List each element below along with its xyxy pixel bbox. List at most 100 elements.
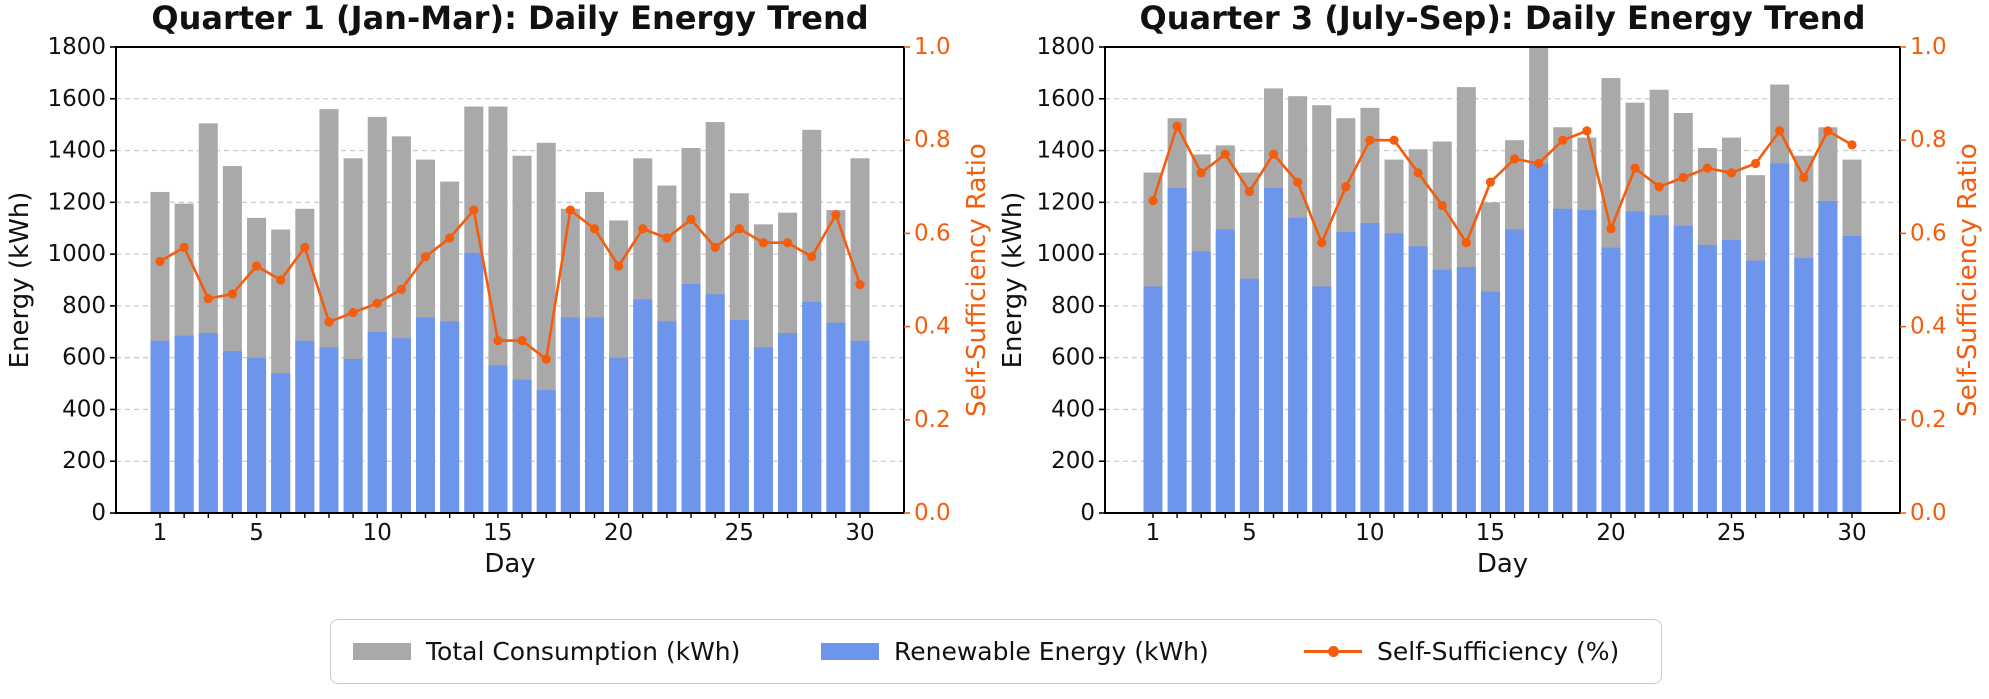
ratio-point [1461, 238, 1471, 248]
y-tick-label: 1000 [1036, 241, 1095, 267]
ratio-point [734, 224, 744, 234]
renewable-bar [850, 340, 870, 513]
total-bar [247, 217, 267, 513]
renewable-bar [705, 294, 725, 513]
ratio-point [372, 298, 382, 308]
renewable-bar [271, 373, 291, 513]
ratio-point [179, 242, 189, 252]
total-bar [1553, 127, 1573, 513]
q2-title: Quarter 3 (July-Sep): Daily Energy Trend [1139, 0, 1866, 37]
x-tick-label: 15 [1476, 520, 1505, 546]
renewable-bar [1288, 217, 1308, 513]
ratio-point [589, 224, 600, 234]
renewable-bar [1239, 278, 1259, 513]
total-bar [1480, 202, 1500, 514]
ratio-point [445, 233, 455, 243]
x-tick-label: 15 [483, 520, 512, 546]
legend-item-self-sufficiency: Self-Sufficiency (%) [1304, 620, 1619, 682]
ratio-point [1606, 224, 1616, 234]
ratio-point [1220, 149, 1230, 159]
renewable-bar [633, 299, 653, 513]
plot-border [1104, 46, 1901, 514]
total-bar [1432, 141, 1452, 513]
ratio-point [782, 238, 793, 248]
ratio-tick-label: 0.0 [914, 500, 951, 526]
renewable-bar [1312, 286, 1332, 513]
renewable-bar [222, 351, 242, 513]
y-tick-label: 1200 [1036, 189, 1095, 215]
ratio-tick-label: 0.2 [914, 407, 951, 433]
ratio-point [1726, 168, 1737, 178]
ratio-point [541, 354, 551, 364]
x-tick-label: 10 [1355, 520, 1384, 546]
renewable-bar [1794, 257, 1814, 513]
renewable-bar [1625, 211, 1645, 513]
renewable-bar [1553, 208, 1573, 514]
ratio-tick-label: 1.0 [914, 34, 951, 60]
total-bar [729, 193, 749, 513]
total-bar [416, 159, 436, 513]
renewable-bar [1697, 245, 1717, 514]
total-bar [1794, 155, 1814, 513]
total-bar [1770, 84, 1790, 514]
ratio-point [1293, 177, 1303, 187]
renewable-bar [1264, 188, 1284, 513]
total-bar [1577, 137, 1597, 513]
ratio-point [614, 261, 624, 271]
y-tick-label: 200 [62, 448, 106, 474]
q1-x-axis-label: Day [484, 549, 536, 579]
renewable-bar [609, 357, 629, 513]
renewable-bar [1649, 215, 1669, 513]
renewable-bar [367, 331, 387, 513]
q1-title: Quarter 1 (Jan-Mar): Daily Energy Trend [151, 0, 869, 37]
total-bar [1625, 102, 1645, 514]
ratio-tick-label: 0.8 [1910, 127, 1947, 153]
legend-item-renewable-energy: Renewable Energy (kWh) [821, 620, 1209, 682]
ratio-point [758, 238, 769, 248]
renewable-energy-swatch [821, 642, 879, 660]
ratio-tick-label: 0.4 [914, 314, 951, 340]
total-bar [1288, 96, 1308, 513]
ratio-point [686, 214, 696, 225]
renewable-bar [802, 302, 822, 513]
total-bar [705, 122, 725, 514]
ratio-point [1847, 140, 1857, 150]
x-tick-label: 30 [1837, 520, 1866, 546]
ratio-point [324, 317, 334, 327]
renewable-bar [247, 357, 267, 513]
ratio-tick-label: 0.2 [1910, 407, 1947, 433]
ratio-point [807, 252, 817, 262]
ratio-point [251, 261, 262, 271]
total-bar [1360, 107, 1380, 513]
q2-y-axis-label: Energy (kWh) [998, 191, 1028, 369]
total-bar [1746, 175, 1766, 513]
y-tick-label: 1000 [47, 241, 106, 267]
ratio-point [1268, 149, 1279, 159]
total-bar [174, 203, 194, 513]
left-axis-ticks: 0 200 400 600 800 1000 1200 1400 1600 1800 [1036, 34, 1105, 526]
q2-x-axis-label: Day [1476, 549, 1529, 579]
renewable-bar [584, 317, 604, 513]
renewable-bar [1505, 229, 1525, 513]
total-bar [1673, 113, 1693, 514]
total-bar [343, 158, 363, 514]
x-tick-label: 20 [604, 520, 633, 546]
total-consumption-bars [150, 106, 870, 514]
ratio-point [1582, 126, 1592, 136]
total-bar [1601, 78, 1621, 514]
y-tick-label: 1400 [1036, 138, 1095, 164]
renewable-bar [1191, 251, 1211, 513]
ratio-point [1413, 168, 1423, 178]
renewable-energy-bars [150, 252, 870, 514]
renewable-bar [1770, 163, 1790, 513]
q1-right-axis-label: Self-Sufficiency Ratio [962, 143, 992, 417]
renewable-bar [1143, 286, 1163, 513]
ratio-point [300, 242, 310, 252]
total-bar [850, 158, 870, 514]
renewable-bar [198, 333, 218, 513]
total-bar [1312, 105, 1332, 513]
ratio-point [227, 289, 238, 299]
total-bar [1336, 118, 1356, 513]
